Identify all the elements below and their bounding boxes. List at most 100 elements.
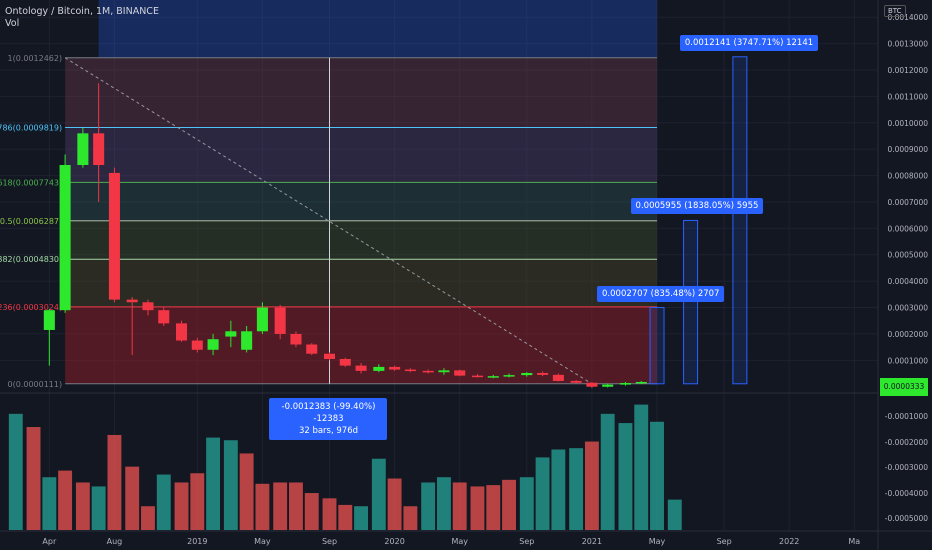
volume-bar [75, 482, 90, 530]
candle-body [487, 376, 499, 378]
candle-body [454, 370, 466, 376]
fib-band [65, 182, 658, 221]
candle-body [306, 344, 318, 354]
fib-band [65, 57, 658, 128]
volume-bar [519, 477, 534, 530]
volume-bar [618, 423, 633, 530]
candle-body [422, 370, 434, 373]
volume-bar [8, 413, 23, 530]
projection-bar [649, 307, 665, 385]
volume-bar [239, 453, 254, 530]
volume-bar [650, 421, 664, 530]
candle-body [404, 369, 416, 372]
time-tick-label: Sep [519, 537, 534, 546]
fib-band [65, 220, 658, 260]
volume-bar [354, 506, 369, 530]
price-tick-label: 0.0005000 [887, 251, 928, 260]
measure-label: -0.0012383 (-99.40%) -12383 32 bars, 976… [269, 398, 388, 440]
volume-bar [206, 437, 221, 530]
candle-body [619, 383, 631, 385]
candle-body [158, 310, 170, 324]
candle-body [175, 323, 188, 341]
price-tick-label: 0.0014000 [887, 13, 928, 22]
current-price-value: 0.0000333 [884, 382, 925, 391]
time-tick-label: 2020 [384, 537, 404, 546]
volume-bar [486, 485, 501, 530]
price-axis [878, 0, 932, 550]
volume-bar [551, 449, 566, 530]
time-tick-label: Sep [717, 537, 732, 546]
volume-bar [634, 404, 649, 530]
volume-bar [584, 441, 599, 530]
volume-bar [403, 506, 418, 530]
price-tick-label: 0.0004000 [887, 277, 928, 286]
price-tick-label: 0.0010000 [887, 119, 928, 128]
candle-body [552, 374, 564, 381]
candle-body [191, 340, 203, 350]
candle-body [471, 375, 483, 378]
volume-bar [338, 504, 353, 530]
price-tick-label: 0.0006000 [887, 224, 928, 233]
volume-tick-label: -0.0002000 [885, 438, 928, 447]
candle-body [339, 359, 351, 366]
time-tick-label: 2021 [582, 537, 602, 546]
candle-body [142, 302, 154, 311]
fib-level-label: 1(0.0012462) [8, 54, 63, 63]
volume-bar [141, 506, 155, 530]
candle-body [225, 331, 237, 337]
volume-tick-label: -0.0004000 [885, 489, 928, 498]
candle-body [389, 366, 401, 370]
projection-zone [98, 0, 658, 58]
fib-level-label: 0.786(0.0009819) [0, 124, 62, 133]
volume-bar [91, 486, 106, 530]
price-tick-label: 0.0011000 [887, 92, 928, 101]
volume-tick-label: -0.0005000 [885, 514, 928, 523]
time-tick-label: Aug [107, 537, 123, 546]
price-tick-label: 0.0003000 [887, 304, 928, 313]
fib-band [65, 259, 658, 307]
candle-body [586, 382, 598, 387]
time-tick-label: Ma [848, 537, 860, 546]
price-tick-label: 0.0002000 [887, 330, 928, 339]
volume-bar [304, 493, 319, 530]
fib-level-label: 0.5(0.0006287) [0, 217, 62, 226]
fib-level-label: 0.618(0.0007743) [0, 178, 62, 187]
candle-body [570, 380, 582, 383]
time-tick-label: Apr [42, 537, 57, 546]
currency-label[interactable]: BTC [884, 5, 906, 17]
volume-bar [190, 473, 205, 530]
current-price-tag [880, 378, 928, 396]
volume-bar [600, 413, 615, 530]
candle-body [503, 375, 515, 377]
candle-body [241, 331, 253, 350]
time-tick-label: 2019 [187, 537, 207, 546]
candle-body [323, 353, 336, 360]
trend-line [64, 57, 593, 385]
volume-bar [107, 434, 122, 530]
candle-body [207, 339, 219, 350]
fib-level-label: 0(0.0000111) [8, 380, 63, 389]
candle-body [355, 365, 367, 371]
candle-body [43, 310, 55, 330]
volume-bar [42, 477, 57, 530]
volume-tick-label: -0.0003000 [885, 463, 928, 472]
symbol-title[interactable]: Ontology / Bitcoin, 1M, BINANCE [5, 6, 159, 17]
volume-bar [436, 477, 451, 530]
projection-label-2: 0.0005955 (1838.05%) 5955 [630, 198, 764, 215]
candle-body [635, 381, 647, 384]
volume-bar [371, 458, 386, 530]
volume-bar [273, 482, 288, 530]
candle-body [256, 307, 268, 332]
candle-body [438, 370, 450, 373]
candle-body [93, 133, 105, 166]
volume-bar [223, 440, 238, 530]
volume-bar [26, 427, 41, 530]
volume-bar [125, 466, 140, 530]
candle-body [290, 333, 302, 345]
volume-bar [156, 474, 171, 530]
volume-bar [255, 483, 270, 530]
volume-bar [470, 486, 485, 530]
volume-bar [569, 448, 584, 530]
